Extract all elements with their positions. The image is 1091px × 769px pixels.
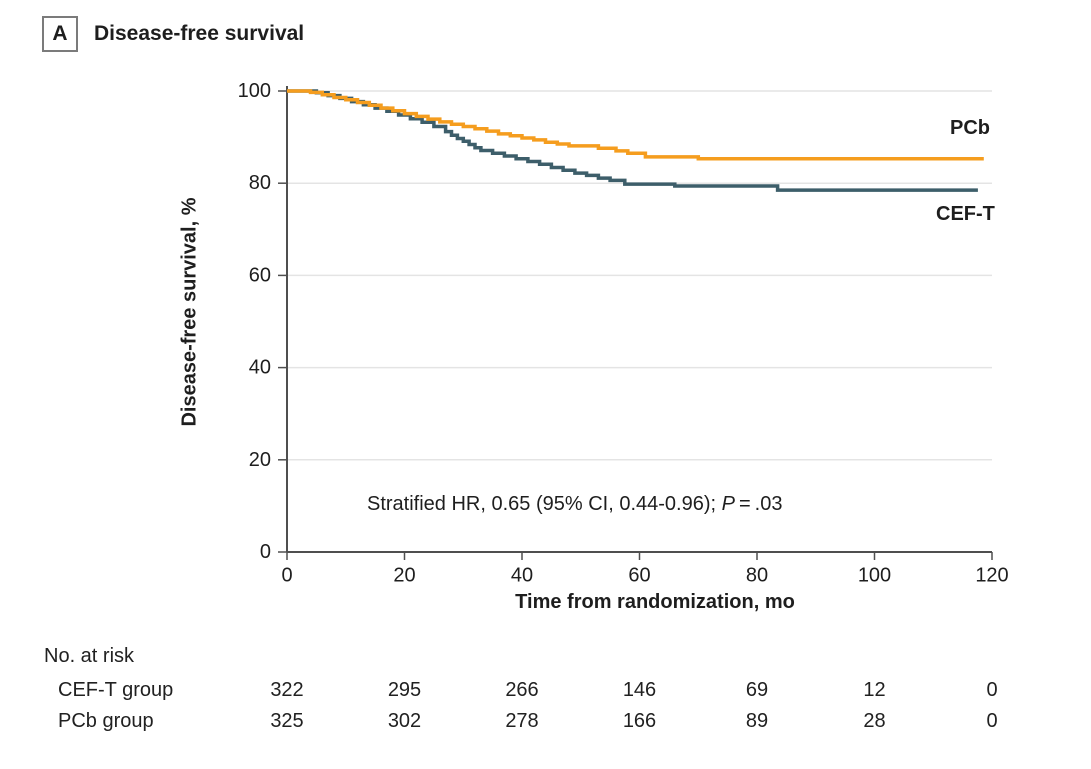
risk-table-title: No. at risk <box>44 645 135 667</box>
survival-curve-cef-t <box>287 89 978 192</box>
x-tick-label: 80 <box>746 565 768 587</box>
curve-label-pcb: PCb <box>950 117 990 139</box>
panel-header: A Disease-free survival <box>42 16 304 52</box>
x-tick-label: 120 <box>975 565 1008 587</box>
x-tick-label: 60 <box>628 565 650 587</box>
panel-title: Disease-free survival <box>94 22 305 45</box>
y-tick-label: 60 <box>249 264 271 286</box>
panel-letter: A <box>42 16 78 52</box>
risk-row-label-ceft: CEF-T group <box>58 679 174 701</box>
x-axis-title: Time from randomization, mo <box>515 591 795 613</box>
x-tick-label: 0 <box>281 565 292 587</box>
hr-annotation-text: Stratified HR, 0.65 (95% CI, 0.44-0.96); <box>367 493 722 515</box>
risk-count: 322 <box>270 679 304 701</box>
y-tick-label: 20 <box>249 449 271 471</box>
y-tick-label: 80 <box>249 172 271 194</box>
risk-count: 0 <box>986 710 998 732</box>
risk-count: 166 <box>622 710 657 732</box>
y-tick-label: 0 <box>260 541 271 563</box>
risk-count: 325 <box>270 710 304 732</box>
risk-count: 295 <box>387 679 422 701</box>
risk-row-label-pcb: PCb group <box>58 710 154 732</box>
risk-count: 278 <box>505 710 539 732</box>
risk-count: 302 <box>387 710 422 732</box>
risk-count: 69 <box>745 679 769 701</box>
risk-count: 12 <box>863 679 886 701</box>
risk-count: 0 <box>986 679 998 701</box>
hr-annotation: Stratified HR, 0.65 (95% CI, 0.44-0.96);… <box>367 493 782 516</box>
curve-label-ceft: CEF-T <box>936 203 995 225</box>
p-value-text: = .03 <box>734 493 783 515</box>
x-tick-label: 40 <box>511 565 533 587</box>
x-tick-label: 100 <box>858 565 891 587</box>
risk-count: 146 <box>622 679 657 701</box>
y-tick-label: 40 <box>249 357 271 379</box>
risk-count: 28 <box>863 710 886 732</box>
risk-count: 89 <box>745 710 769 732</box>
y-axis-title: Disease-free survival, % <box>178 197 201 427</box>
survival-curve-pcb <box>287 89 984 161</box>
y-tick-label: 100 <box>238 80 271 102</box>
risk-count: 266 <box>505 679 539 701</box>
p-value-symbol: P <box>721 493 735 515</box>
x-tick-label: 20 <box>393 565 415 587</box>
